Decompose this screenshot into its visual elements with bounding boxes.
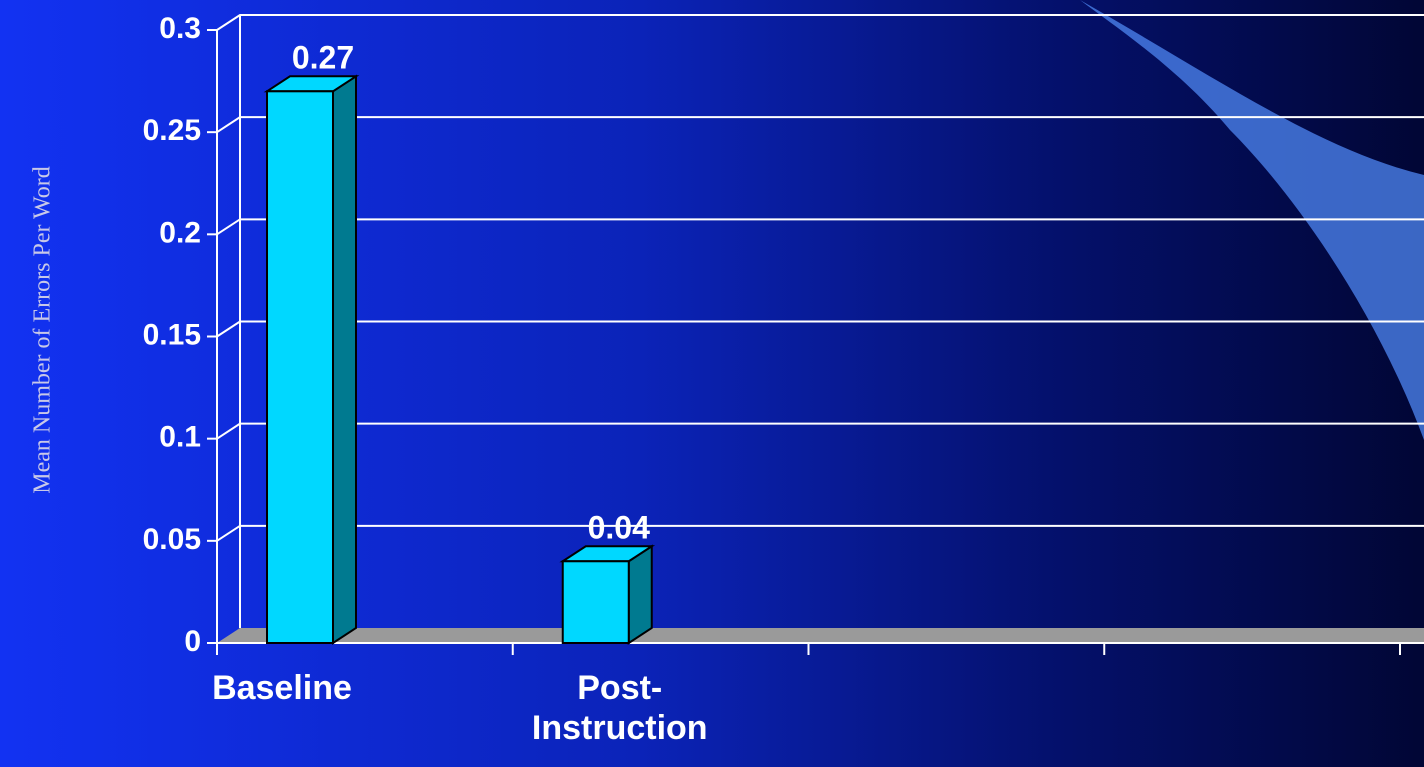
value-label: 0.04 [588,509,650,545]
bar-side [627,544,653,645]
plot: 0 0.05 0.1 0.15 0.2 0.25 0.3 0.27 0.04 [143,12,1424,658]
y-axis-label: Mean Number of Errors Per Word [30,166,56,494]
grid-line [216,116,1424,134]
value-label: 0.27 [292,39,354,75]
grid-line [216,524,1424,542]
grid-line [216,422,1424,440]
y-tick-label: 0 [184,625,201,658]
x-tick-label: Post-Instruction [531,669,708,747]
bar-side [332,74,357,645]
grid-line [216,218,1424,236]
y-tick-label: 0.05 [143,523,201,556]
y-tick-label: 0.1 [159,421,201,454]
grid-line [216,14,1424,31]
floor [217,628,1424,643]
bar [266,90,334,645]
y-tick-label: 0.15 [143,318,201,351]
bar [561,560,630,644]
y-tick-label: 0.2 [159,216,201,249]
grid-line [216,320,1424,338]
x-tick-label: Baseline [212,669,352,707]
y-tick-label: 0.25 [143,114,201,147]
y-tick-label: 0.3 [159,12,201,45]
